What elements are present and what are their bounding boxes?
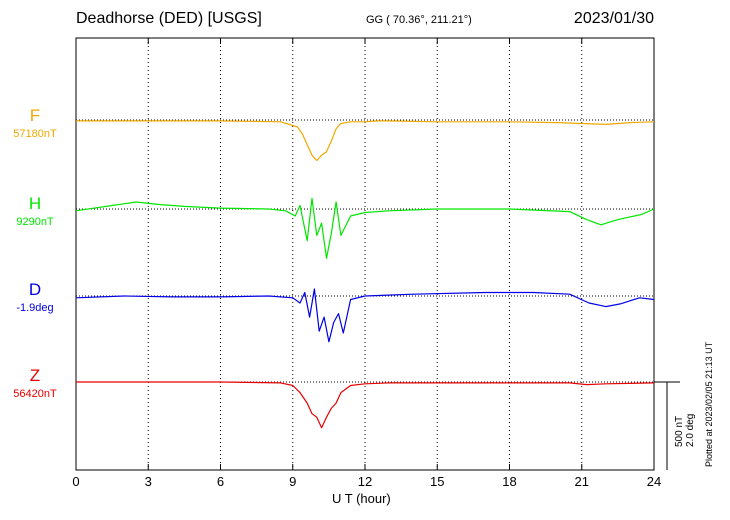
series-label-D: D -1.9deg: [0, 280, 70, 314]
coordinates: GG ( 70.36°, 211.21°): [366, 14, 472, 26]
date: 2023/01/30: [573, 10, 654, 27]
component-F: F: [29, 106, 41, 125]
x-axis-label: U T (hour): [332, 491, 391, 506]
series-line-F: [76, 120, 655, 162]
series-line-Z: [76, 381, 655, 429]
series-label-F: F 57180nT: [0, 106, 70, 140]
component-H: H: [28, 194, 42, 213]
scale-label: 500 nT 2.0 deg: [674, 414, 696, 447]
tick-label-21: 21: [574, 474, 589, 489]
scale-nt: 500 nT: [674, 415, 685, 447]
grid: [147, 38, 583, 470]
series-group: [75, 120, 655, 429]
component-D: D: [28, 280, 42, 299]
series-line-H: [75, 197, 655, 259]
baseline-F: 57180nT: [13, 128, 57, 140]
scale-bar: [654, 381, 680, 470]
tick-label-24: 24: [646, 474, 662, 489]
baseline-Z: 56420nT: [13, 388, 57, 400]
station-title: Deadhorse (DED) [USGS]: [76, 10, 262, 27]
tick-label-12: 12: [357, 474, 373, 489]
plotted-timestamp: Plotted at 2023/02/05 21:13 UT: [704, 341, 714, 467]
component-Z: Z: [29, 366, 41, 385]
tick-label-3: 3: [144, 474, 152, 489]
tick-label-9: 9: [289, 474, 297, 489]
series-line-D: [75, 288, 655, 343]
tick-label-18: 18: [502, 474, 517, 489]
series-label-H: H 9290nT: [0, 194, 70, 228]
tick-label-6: 6: [216, 474, 225, 489]
tick-label-15: 15: [430, 474, 445, 489]
scale-deg: 2.0 deg: [685, 413, 696, 447]
x-ticks: [75, 38, 655, 470]
baseline-H: 9290nT: [16, 216, 54, 228]
baseline-D: -1.9deg: [16, 302, 54, 314]
tick-label-0: 0: [72, 474, 80, 489]
series-label-Z: Z 56420nT: [0, 366, 70, 400]
